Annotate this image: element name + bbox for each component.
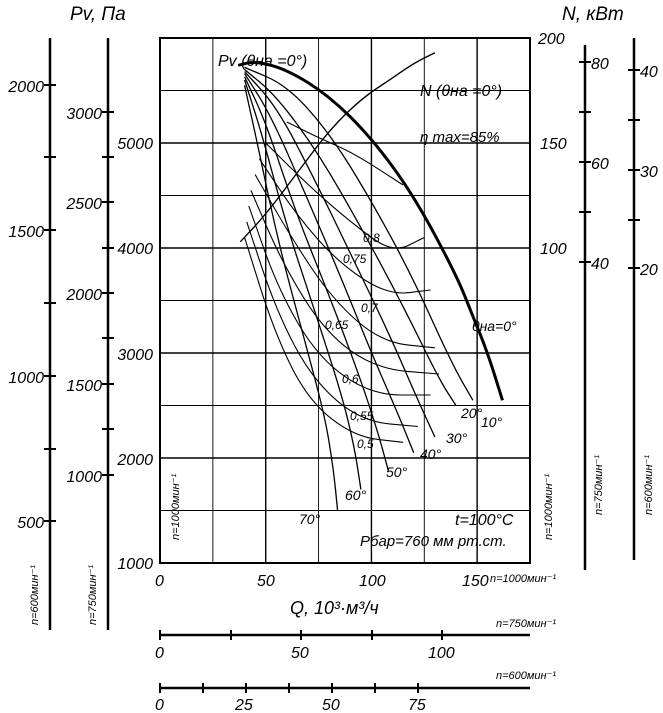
left-600-tick-1500: 1500 (8, 224, 44, 241)
x-tick-50: 50 (257, 573, 275, 590)
eta-max-label: η max=85% (420, 129, 500, 146)
left-750-tick-2500: 2500 (65, 196, 102, 213)
left-600-tick-500: 500 (17, 515, 44, 532)
curves-layer (237, 52, 504, 511)
efficiency-contour-2 (258, 158, 431, 294)
bottom-speed-600: n=600мин⁻¹ (496, 670, 556, 682)
y-tick-1000: 1000 (117, 556, 153, 573)
left-600-tick-1000: 1000 (8, 370, 44, 387)
blade-angle-curve-5 (244, 76, 389, 471)
left-scale-600-ticks (44, 84, 56, 522)
x-tick-150: 150 (462, 573, 489, 590)
angle-label-40: 40° (420, 446, 442, 462)
left-600-tick-2000: 2000 (7, 79, 44, 96)
blade-angle-curve-2 (244, 68, 457, 406)
right-speed-750: n=750мин⁻¹ (593, 455, 605, 515)
right-750-tick-80: 80 (591, 56, 609, 73)
angle-label-30: 30° (446, 430, 468, 446)
pv-curve (237, 61, 475, 317)
bottom-600-tick-25: 25 (234, 697, 253, 713)
eta-label-06: 0,6 (342, 372, 359, 386)
bottom-600-tick-0: 0 (155, 697, 164, 713)
blade-angle-curve-4 (244, 73, 415, 454)
eta-label-05: 0,5 (357, 437, 374, 451)
n-unit-label: N, кВт (562, 4, 624, 25)
eta-label-08: 0,8 (363, 231, 380, 245)
angle-label-60: 60° (345, 487, 367, 503)
temperature-label: t=100°C (455, 512, 514, 529)
angle-label-70: 70° (299, 511, 321, 527)
efficiency-contour-4 (250, 190, 440, 375)
n-curve-label: N (θна =0°) (420, 83, 502, 100)
right-750-tick-40: 40 (591, 256, 609, 273)
efficiency-contour-6 (246, 221, 418, 428)
x-tick-0: 0 (155, 573, 164, 590)
bottom-scale-750-ticks (159, 630, 443, 640)
left-750-tick-1500: 1500 (66, 378, 102, 395)
bottom-750-tick-0: 0 (155, 645, 164, 662)
right-speed-1000: n=1000мин⁻¹ (543, 473, 555, 540)
y-tick-2000: 2000 (116, 452, 153, 469)
angle-label-10: 10° (481, 414, 503, 430)
q-axis-label: Q, 10³·м³/ч (290, 598, 379, 618)
efficiency-contour-0 (286, 121, 404, 186)
bottom-scale-600-ticks (159, 683, 419, 693)
n-curve (239, 52, 436, 243)
bottom-speed-750: n=750мин⁻¹ (496, 618, 556, 630)
right-speed-600: n=600мин⁻¹ (643, 455, 655, 515)
blade-angle-curve-0 (471, 315, 504, 401)
blade-angle-curve-1 (244, 66, 474, 401)
eta-label-07: 0,7 (361, 301, 379, 315)
grid (160, 38, 530, 563)
left-750-tick-3000: 3000 (66, 106, 102, 123)
angle-label-20: 20° (460, 405, 483, 421)
eta-label-075: 0,75 (343, 252, 367, 266)
eta-label-055: 0,55 (350, 409, 374, 423)
bottom-speed-1000: n=1000мин⁻¹ (490, 573, 557, 585)
right-tick-150: 150 (540, 136, 567, 153)
pressure-label: Pбар=760 мм рт.ст. (360, 533, 507, 550)
right-tick-100: 100 (540, 241, 567, 258)
right-scale-600-ticks (628, 69, 640, 269)
left-750-tick-2000: 2000 (65, 287, 102, 304)
angle-label-50: 50° (386, 464, 408, 480)
bottom-750-tick-50: 50 (291, 645, 309, 662)
right-750-tick-60: 60 (591, 156, 609, 173)
efficiency-contour-3 (254, 174, 435, 349)
blade-angle-curve-7 (243, 85, 339, 511)
right-600-tick-40: 40 (640, 64, 658, 81)
right-scale-750-ticks (579, 61, 591, 263)
right-tick-200: 200 (537, 31, 565, 48)
theta-label: θна=0° (472, 318, 517, 334)
y-tick-4000: 4000 (117, 241, 153, 258)
x-tick-100: 100 (359, 573, 386, 590)
bottom-600-tick-50: 50 (322, 697, 340, 713)
pv-unit-label: Pv, Па (70, 4, 126, 25)
bottom-600-tick-75: 75 (408, 697, 426, 713)
left-speed-1000: n=1000мин⁻¹ (170, 473, 182, 540)
efficiency-contour-7 (244, 237, 404, 443)
right-600-tick-20: 20 (639, 262, 658, 279)
left-speed-600: n=600мин⁻¹ (29, 565, 41, 625)
bottom-750-tick-100: 100 (428, 645, 455, 662)
blade-angle-curve-3 (244, 71, 436, 438)
efficiency-contour-1 (265, 142, 425, 249)
efficiency-contour-5 (248, 205, 431, 396)
eta-label-065: 0,65 (325, 318, 349, 332)
y-tick-3000: 3000 (117, 347, 153, 364)
blade-angle-curve-6 (243, 79, 362, 490)
left-speed-750: n=750мин⁻¹ (87, 565, 99, 625)
pv-curve-label: Pv (θна =0°) (218, 53, 307, 70)
left-750-tick-1000: 1000 (66, 469, 102, 486)
y-tick-5000: 5000 (117, 136, 153, 153)
left-scale-750-ticks (102, 111, 114, 476)
right-600-tick-30: 30 (640, 164, 658, 181)
